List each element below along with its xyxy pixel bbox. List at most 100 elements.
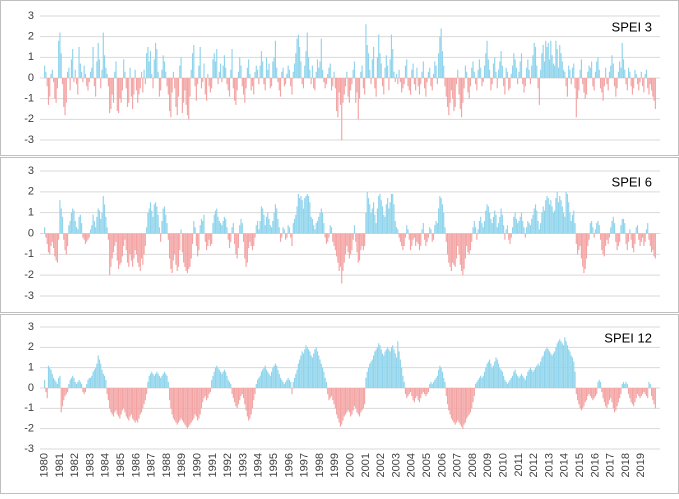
bar: [537, 221, 539, 234]
bar: [189, 233, 191, 267]
bar: [221, 78, 223, 83]
bar: [350, 78, 352, 91]
bar: [460, 388, 463, 427]
bar: [510, 377, 512, 388]
bar: [59, 375, 61, 388]
bar: [125, 388, 127, 417]
bar: [652, 233, 654, 251]
bar: [370, 361, 372, 388]
bar: [185, 388, 187, 427]
bar: [121, 233, 123, 257]
bar: [436, 78, 438, 85]
bar: [63, 78, 65, 107]
bar: [378, 196, 380, 234]
bar: [279, 233, 282, 242]
bar: [394, 353, 396, 388]
bar: [124, 71, 126, 78]
bar: [376, 347, 378, 388]
bar: [98, 59, 101, 78]
bar: [241, 388, 243, 395]
bar: [401, 233, 403, 246]
bar: [169, 78, 171, 112]
y-tick-label: -3: [24, 134, 34, 146]
bar: [293, 63, 296, 78]
bar: [550, 353, 552, 388]
bar: [547, 198, 549, 234]
bar: [242, 233, 245, 242]
bar: [617, 71, 619, 78]
bar: [225, 67, 227, 78]
bar: [251, 388, 254, 409]
bar: [322, 69, 324, 78]
bar: [339, 233, 342, 267]
bar: [404, 388, 407, 395]
bar: [237, 388, 240, 405]
x-tick-label: 2001: [360, 453, 372, 477]
panel-title: SPEI 12: [604, 330, 652, 345]
bar: [179, 388, 181, 421]
bar: [166, 375, 168, 388]
bar: [500, 208, 502, 234]
bar: [273, 57, 275, 78]
bar: [235, 233, 237, 255]
bar: [268, 373, 270, 388]
bar: [575, 388, 577, 395]
bar: [307, 196, 310, 234]
bar: [232, 388, 234, 399]
bar: [634, 69, 636, 78]
x-tick-label: 1986: [130, 453, 142, 477]
bar: [327, 73, 329, 78]
bar: [427, 71, 429, 78]
bar: [156, 206, 158, 234]
bar: [222, 371, 224, 388]
bar: [139, 388, 141, 415]
bar: [46, 388, 48, 399]
bar: [144, 233, 146, 246]
bar: [138, 388, 140, 419]
bar: [324, 233, 326, 238]
bar: [170, 388, 172, 409]
bar: [348, 78, 350, 103]
bar: [406, 388, 408, 399]
bar: [587, 233, 589, 246]
bar: [177, 78, 180, 97]
bar: [375, 349, 377, 388]
bar: [325, 78, 327, 85]
bar: [166, 78, 168, 87]
bar: [249, 73, 251, 78]
bar: [620, 388, 622, 395]
bar: [477, 379, 479, 388]
bar: [444, 78, 446, 87]
x-tick-label: 1996: [283, 453, 295, 477]
bar: [245, 233, 247, 267]
bar: [364, 78, 366, 95]
bar: [44, 65, 46, 78]
bar: [598, 379, 600, 388]
bar: [513, 216, 515, 234]
bar: [373, 202, 375, 234]
bar: [494, 210, 496, 234]
bar: [401, 367, 403, 388]
x-tick-label: 2019: [635, 453, 647, 477]
bar: [130, 233, 132, 261]
bar: [490, 78, 492, 91]
bar: [336, 233, 338, 257]
bar: [199, 47, 201, 78]
bar: [311, 65, 313, 78]
bar: [274, 204, 276, 234]
bar: [204, 233, 206, 242]
bar: [203, 388, 205, 399]
bar: [407, 388, 409, 397]
bar: [235, 388, 237, 407]
bar: [624, 223, 626, 234]
bar: [218, 221, 220, 234]
bar: [226, 227, 228, 234]
bar: [370, 212, 372, 234]
bar: [440, 367, 442, 388]
bar: [190, 233, 192, 259]
bar: [84, 388, 87, 393]
bar: [564, 337, 566, 388]
bar: [209, 78, 211, 93]
bar: [457, 388, 459, 421]
bar: [554, 351, 556, 388]
